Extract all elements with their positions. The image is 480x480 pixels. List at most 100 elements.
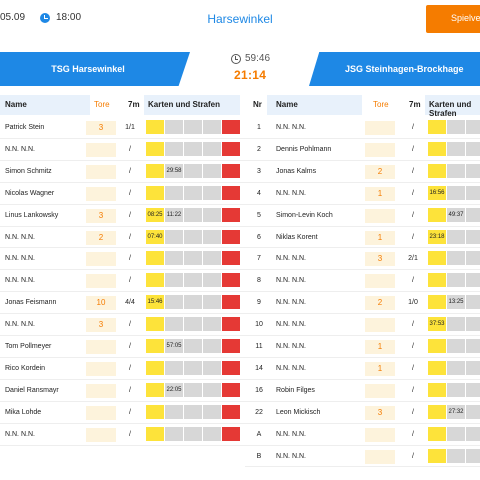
player-number: 11: [255, 343, 263, 350]
player-goals: 3: [377, 254, 383, 264]
row-divider: [245, 247, 480, 249]
player-goals: [365, 143, 395, 157]
player-goals: 10: [96, 298, 106, 308]
game-report-button[interactable]: Spielver: [426, 5, 480, 33]
yellow-card-slot: [146, 426, 164, 441]
goals-cell: [86, 274, 116, 289]
table-row[interactable]: Simon Schmitz / 29:58: [0, 161, 245, 183]
table-row[interactable]: N.N. N.N. /: [0, 248, 245, 270]
player-seven-meters: /: [412, 233, 414, 241]
yellow-card-slot: [428, 251, 446, 266]
table-row[interactable]: Jonas Feismann 10 4/4 15:46: [0, 292, 245, 314]
table-row[interactable]: 7 N.N. N.N. 3 2/1: [245, 248, 480, 270]
table-row[interactable]: N.N. N.N. 3 /: [0, 314, 245, 336]
player-number: 16: [255, 386, 263, 394]
header-bg: [267, 95, 362, 115]
goals-cell: [86, 142, 116, 157]
match-date: 05.09: [0, 12, 26, 23]
player-goals: 2: [377, 298, 383, 308]
table-row[interactable]: A N.N. N.N. /: [245, 424, 480, 446]
penalty-slot: [184, 207, 202, 222]
table-row[interactable]: Nicolas Wagner /: [0, 183, 245, 205]
goals-cell: [365, 230, 395, 245]
table-row[interactable]: 8 N.N. N.N. /: [245, 270, 480, 292]
col-cards: Karten und Strafen: [429, 100, 472, 118]
table-row[interactable]: N.N. N.N. /: [0, 424, 245, 446]
penalty-slot: [466, 339, 480, 353]
away-team-banner[interactable]: JSG Steinhagen-Brockhage: [309, 52, 480, 86]
player-name: Nicolas Wagner: [5, 189, 55, 197]
goals-cell: [365, 296, 395, 311]
table-row[interactable]: 4 N.N. N.N. 1 / 16:56: [245, 183, 480, 205]
penalty-slot: [447, 404, 465, 419]
table-row[interactable]: Mika Lohde /: [0, 402, 245, 424]
player-seven-meters: /: [412, 386, 414, 394]
yellow-card-slot: [428, 448, 446, 463]
red-card-slot: [222, 360, 240, 375]
table-row[interactable]: N.N. N.N. /: [0, 139, 245, 161]
table-row[interactable]: N.N. N.N. 2 / 07:40: [0, 227, 245, 249]
table-row[interactable]: 22 Leon Mickisch 3 / 27:32: [245, 402, 480, 424]
table-row[interactable]: Rico Kordein /: [0, 358, 245, 380]
penalty-slot: [466, 251, 480, 266]
player-goals: [365, 428, 395, 442]
table-row[interactable]: 1 N.N. N.N. /: [245, 117, 480, 139]
table-row[interactable]: 16 Robin Filges /: [245, 380, 480, 402]
penalty-slot: [466, 426, 480, 441]
player-goals: [86, 362, 116, 376]
player-number: 3: [257, 167, 261, 175]
table-row[interactable]: Linus Lankowsky 3 / 08:25 11:22: [0, 205, 245, 227]
yellow-card-slot: [146, 404, 164, 419]
row-divider: [0, 356, 245, 358]
player-name: Tom Pollmeyer: [5, 343, 52, 350]
player-number: 7: [257, 255, 261, 263]
penalty-slot: [447, 448, 465, 463]
player-seven-meters: 1/0: [408, 299, 418, 307]
penalty-slot: [184, 404, 202, 419]
goals-cell: [365, 383, 395, 398]
player-goals: [86, 274, 116, 288]
penalty-slot: [203, 404, 221, 419]
row-divider: [0, 247, 245, 249]
player-goals: 1: [377, 363, 383, 373]
player-seven-meters: /: [412, 343, 414, 350]
penalty-slot: [447, 207, 465, 222]
player-goals: [365, 384, 395, 398]
penalty-slot: [165, 163, 183, 178]
table-row[interactable]: 11 N.N. N.N. 1 /: [245, 336, 480, 358]
yellow-card-slot: [428, 404, 446, 419]
col-goals: Tore: [94, 100, 110, 109]
table-row[interactable]: 5 Simon-Levin Koch / 49:37: [245, 205, 480, 227]
penalty-slot: [184, 229, 202, 244]
col-number: Nr: [253, 100, 262, 109]
red-card-slot: [222, 404, 240, 419]
table-row[interactable]: 2 Dennis Pohlmann /: [245, 139, 480, 161]
penalty-slot: [165, 120, 183, 134]
player-goals: [365, 121, 395, 135]
player-seven-meters: /: [412, 189, 414, 197]
table-row[interactable]: 3 Jonas Kalms 2 /: [245, 161, 480, 183]
penalty-slot: [184, 360, 202, 375]
table-row[interactable]: Daniel Ransmayr / 22:05: [0, 380, 245, 402]
table-row[interactable]: 9 N.N. N.N. 2 1/0 13:25: [245, 292, 480, 314]
goals-cell: [365, 361, 395, 376]
penalty-time: 57:05: [166, 343, 182, 349]
player-name: Dennis Pohlmann: [276, 145, 332, 153]
penalty-slot: [466, 382, 480, 397]
table-row[interactable]: N.N. N.N. /: [0, 270, 245, 292]
player-goals: [86, 428, 116, 442]
table-row[interactable]: B N.N. N.N. /: [245, 446, 480, 468]
table-row[interactable]: 14 N.N. N.N. 1 /: [245, 358, 480, 380]
table-row[interactable]: Tom Pollmeyer / 57:05: [0, 336, 245, 358]
player-goals: [86, 406, 116, 420]
player-number: 14: [255, 364, 263, 372]
row-divider: [0, 313, 245, 315]
player-number: B: [256, 452, 262, 460]
table-row[interactable]: Patrick Stein 3 1/1: [0, 117, 245, 139]
penalty-slot: [447, 360, 465, 375]
player-name: N.N. N.N.: [276, 124, 306, 131]
home-team-banner[interactable]: TSG Harsewinkel: [0, 52, 190, 86]
yellow-card-slot: [146, 273, 164, 288]
table-row[interactable]: 10 N.N. N.N. / 37:53: [245, 314, 480, 336]
table-row[interactable]: 6 Niklas Korent 1 / 23:18: [245, 227, 480, 249]
